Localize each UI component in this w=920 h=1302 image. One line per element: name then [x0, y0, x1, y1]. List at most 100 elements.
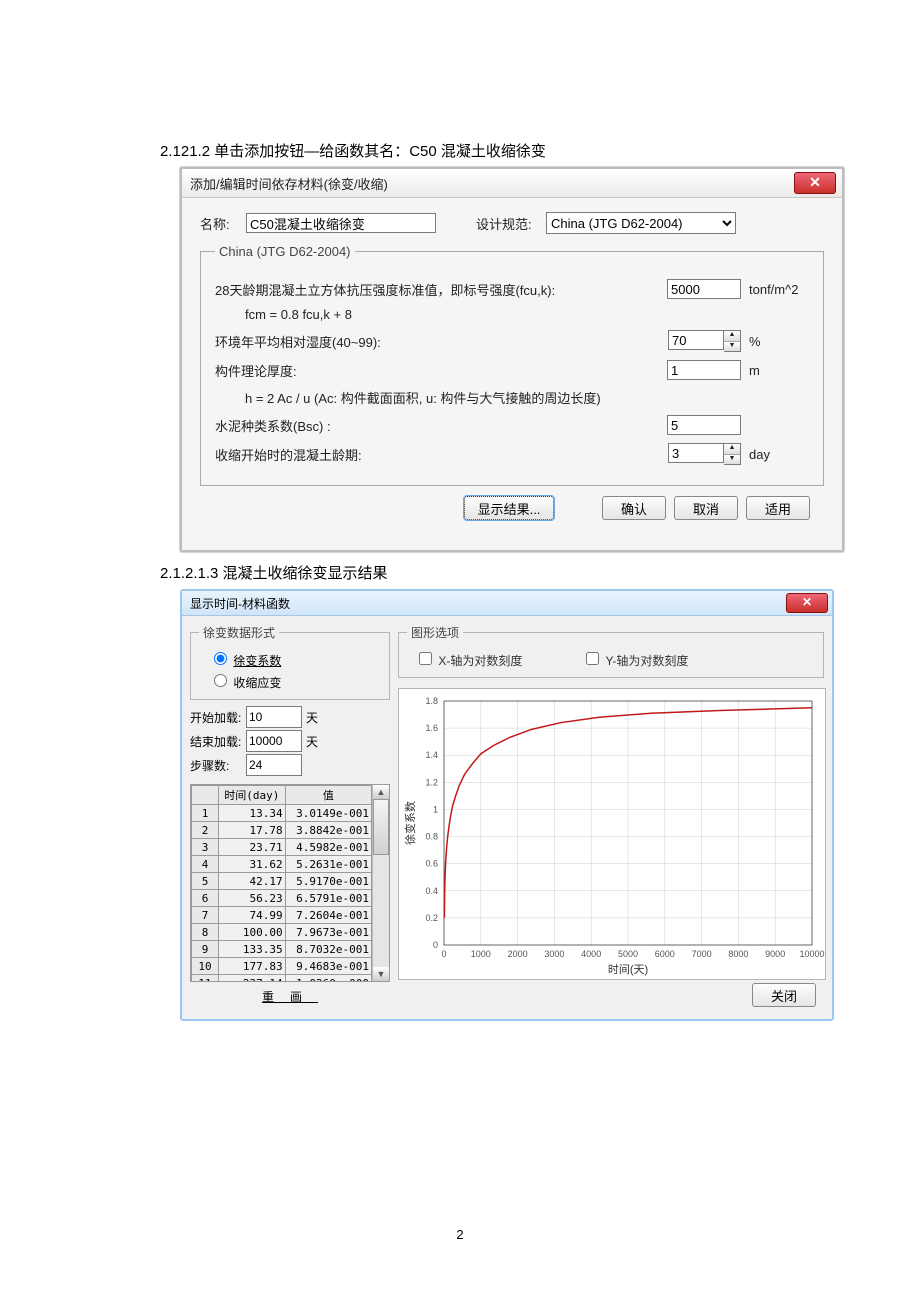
creep-chart: 0100020003000400050006000700080009000100… — [398, 688, 826, 980]
dialog2-title: 显示时间-材料函数 — [190, 595, 290, 612]
p3b-label: h = 2 Ac / u (Ac: 构件截面面积, u: 构件与大气接触的周边长… — [245, 388, 809, 407]
svg-text:7000: 7000 — [692, 949, 712, 959]
p3-input[interactable] — [667, 360, 741, 380]
svg-text:0: 0 — [441, 949, 446, 959]
scroll-thumb[interactable] — [373, 799, 389, 855]
page-number: 2 — [456, 1227, 463, 1242]
table-row[interactable]: 656.236.5791e-001 — [192, 890, 372, 907]
spin-up-icon[interactable]: ▲ — [724, 331, 740, 342]
svg-text:10000: 10000 — [799, 949, 824, 959]
step-input[interactable] — [246, 754, 302, 776]
ok-button[interactable]: 确认 — [602, 496, 666, 520]
svg-text:6000: 6000 — [655, 949, 675, 959]
p1-input[interactable] — [667, 279, 741, 299]
end-input[interactable] — [246, 730, 302, 752]
spin-down-icon[interactable]: ▼ — [724, 455, 740, 465]
p1b-label: fcm = 0.8 fcu,k + 8 — [245, 307, 809, 322]
caption-2: 2.1.2.1.3 混凝土收缩徐变显示结果 — [60, 562, 860, 583]
table-row[interactable]: 217.783.8842e-001 — [192, 822, 372, 839]
redraw-button[interactable]: 重画 — [262, 990, 318, 1004]
cancel-button[interactable]: 取消 — [674, 496, 738, 520]
svg-text:时间(天): 时间(天) — [608, 963, 648, 976]
p5-spinner[interactable]: ▲▼ — [668, 443, 741, 465]
caption-1: 2.121.2 单击添加按钮—给函数其名：C50 混凝土收缩徐变 — [60, 140, 860, 161]
start-input[interactable] — [246, 706, 302, 728]
graph-options-legend: 图形选项 — [407, 624, 463, 641]
result-table: 时间(day) 值 113.343.0149e-001217.783.8842e… — [191, 785, 372, 981]
close-button[interactable]: 关闭 — [752, 983, 816, 1007]
scroll-up-icon[interactable]: ▲ — [373, 785, 389, 799]
table-row[interactable]: 9133.358.7032e-001 — [192, 941, 372, 958]
p3-label: 构件理论厚度: — [215, 361, 667, 380]
p4-label: 水泥种类系数(Bsc) : — [215, 416, 667, 435]
svg-text:2000: 2000 — [508, 949, 528, 959]
step-label: 步骤数: — [190, 757, 246, 774]
p3-unit: m — [749, 363, 809, 378]
svg-text:徐变系数: 徐变系数 — [403, 801, 417, 845]
day-unit: 天 — [306, 733, 318, 750]
svg-text:0.4: 0.4 — [425, 886, 438, 896]
xlog-checkbox[interactable]: X-轴为对数刻度 — [415, 649, 522, 669]
spec-label: 设计规范: — [476, 214, 546, 233]
p2-input[interactable] — [668, 330, 724, 350]
table-row[interactable]: 11237.141.0260e+000 — [192, 975, 372, 982]
close-icon[interactable]: ✕ — [786, 593, 828, 613]
svg-text:1.6: 1.6 — [425, 723, 438, 733]
svg-text:1.8: 1.8 — [425, 696, 438, 706]
p5-label: 收缩开始时的混凝土龄期: — [215, 445, 668, 464]
table-row[interactable]: 542.175.9170e-001 — [192, 873, 372, 890]
close-icon[interactable]: ✕ — [794, 172, 836, 194]
p4-input[interactable] — [667, 415, 741, 435]
svg-text:8000: 8000 — [728, 949, 748, 959]
svg-text:1: 1 — [433, 804, 438, 814]
spec-group-legend: China (JTG D62-2004) — [215, 244, 355, 259]
svg-text:1000: 1000 — [471, 949, 491, 959]
result-table-wrap: 时间(day) 值 113.343.0149e-001217.783.8842e… — [190, 784, 390, 982]
p2-unit: % — [749, 334, 809, 349]
table-row[interactable]: 113.343.0149e-001 — [192, 805, 372, 822]
table-row[interactable]: 10177.839.4683e-001 — [192, 958, 372, 975]
svg-text:5000: 5000 — [618, 949, 638, 959]
p1-label: 28天龄期混凝土立方体抗压强度标准值，即标号强度(fcu,k): — [215, 280, 667, 299]
spin-up-icon[interactable]: ▲ — [724, 444, 740, 455]
p5-input[interactable] — [668, 443, 724, 463]
svg-text:0.8: 0.8 — [425, 832, 438, 842]
svg-text:1.4: 1.4 — [425, 750, 438, 760]
radio-shrink[interactable]: 收缩应变 — [209, 676, 281, 690]
p1-unit: tonf/m^2 — [749, 282, 809, 297]
svg-text:0: 0 — [433, 940, 438, 950]
svg-text:0.2: 0.2 — [425, 913, 438, 923]
p2-spinner[interactable]: ▲▼ — [668, 330, 741, 352]
table-row[interactable]: 431.625.2631e-001 — [192, 856, 372, 873]
apply-button[interactable]: 适用 — [746, 496, 810, 520]
table-row[interactable]: 8100.007.9673e-001 — [192, 924, 372, 941]
svg-text:4000: 4000 — [581, 949, 601, 959]
name-label: 名称: — [200, 214, 246, 233]
data-form-group: 徐变数据形式 徐变系数 收缩应变 — [190, 624, 390, 700]
show-result-button[interactable]: 显示结果... — [464, 496, 554, 520]
dialog-show-result: 显示时间-材料函数 ✕ 徐变数据形式 徐变系数 收缩应变 开始加载: 天 结束加载… — [180, 589, 834, 1021]
spec-group: China (JTG D62-2004) 28天龄期混凝土立方体抗压强度标准值，… — [200, 244, 824, 486]
spin-down-icon[interactable]: ▼ — [724, 342, 740, 352]
end-label: 结束加载: — [190, 733, 246, 750]
svg-text:0.6: 0.6 — [425, 859, 438, 869]
spec-select[interactable]: China (JTG D62-2004) — [546, 212, 736, 234]
start-label: 开始加载: — [190, 709, 246, 726]
scrollbar[interactable]: ▲ ▼ — [372, 785, 389, 981]
scroll-down-icon[interactable]: ▼ — [373, 967, 389, 981]
name-input[interactable] — [246, 213, 436, 233]
day-unit: 天 — [306, 709, 318, 726]
radio-creep[interactable]: 徐变系数 — [209, 654, 281, 668]
svg-text:1.2: 1.2 — [425, 777, 438, 787]
svg-text:9000: 9000 — [765, 949, 785, 959]
th-value: 值 — [285, 786, 371, 805]
table-row[interactable]: 774.997.2604e-001 — [192, 907, 372, 924]
ylog-checkbox[interactable]: Y-轴为对数刻度 — [582, 649, 688, 669]
th-time: 时间(day) — [219, 786, 286, 805]
dialog-material-edit: 添加/编辑时间依存材料(徐变/收缩) ✕ 名称: 设计规范: China (JT… — [180, 167, 844, 552]
p2-label: 环境年平均相对湿度(40~99): — [215, 332, 668, 351]
table-row[interactable]: 323.714.5982e-001 — [192, 839, 372, 856]
dialog1-title: 添加/编辑时间依存材料(徐变/收缩) — [190, 174, 388, 193]
data-form-legend: 徐变数据形式 — [199, 624, 279, 641]
p5-unit: day — [749, 447, 809, 462]
